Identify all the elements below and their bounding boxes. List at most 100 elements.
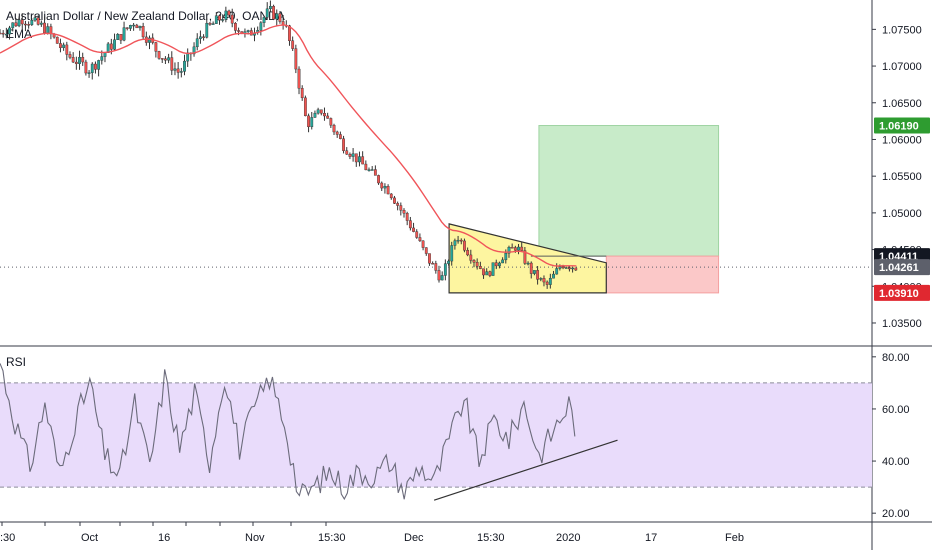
candle bbox=[555, 268, 559, 275]
candle bbox=[548, 277, 552, 285]
rsi-tick-label: 40.00 bbox=[882, 456, 910, 468]
candle bbox=[74, 61, 78, 64]
candle bbox=[513, 247, 517, 251]
candle bbox=[262, 17, 266, 23]
time-tick-label: Oct bbox=[81, 532, 98, 544]
candle bbox=[466, 250, 470, 256]
candle bbox=[373, 169, 377, 176]
current-price-badge-bg bbox=[874, 259, 930, 276]
candle bbox=[316, 109, 320, 114]
candle bbox=[272, 5, 275, 20]
candle bbox=[39, 22, 43, 25]
candle bbox=[62, 44, 66, 48]
candle bbox=[402, 210, 406, 214]
candle bbox=[517, 246, 520, 251]
candle bbox=[475, 262, 479, 267]
time-tick-label: 15:30 bbox=[318, 532, 346, 544]
candle bbox=[103, 52, 107, 57]
candle bbox=[33, 17, 37, 21]
candle bbox=[370, 169, 374, 171]
rsi-line bbox=[0, 363, 576, 501]
candle bbox=[65, 44, 69, 55]
candle bbox=[421, 240, 425, 248]
candle bbox=[536, 270, 540, 280]
candle bbox=[552, 273, 555, 279]
candle bbox=[122, 27, 126, 41]
candle bbox=[507, 247, 511, 254]
candle bbox=[55, 36, 59, 44]
candle bbox=[46, 26, 50, 34]
candle bbox=[36, 17, 40, 25]
time-tick-label: 17 bbox=[645, 532, 657, 544]
candle bbox=[81, 57, 85, 63]
candle bbox=[326, 115, 330, 119]
candle bbox=[478, 266, 482, 269]
candle bbox=[179, 71, 183, 73]
candle bbox=[526, 262, 530, 265]
rsi-trendline[interactable] bbox=[433, 439, 618, 501]
candle bbox=[49, 26, 53, 35]
candle bbox=[504, 252, 508, 261]
candle bbox=[418, 237, 422, 242]
candle bbox=[494, 262, 498, 267]
candle bbox=[323, 113, 326, 117]
candle bbox=[443, 263, 447, 276]
candle bbox=[71, 57, 75, 63]
stop-zone[interactable] bbox=[605, 255, 720, 294]
candle bbox=[463, 240, 466, 251]
price-tick-label: 1.06000 bbox=[882, 134, 922, 146]
candle bbox=[119, 34, 123, 41]
candle bbox=[529, 262, 533, 274]
candle bbox=[434, 263, 438, 271]
rsi-indicator-label[interactable]: RSI bbox=[6, 355, 27, 369]
candle bbox=[571, 267, 575, 270]
time-tick-label: Feb bbox=[725, 532, 744, 544]
candle bbox=[456, 239, 460, 242]
candle bbox=[224, 10, 228, 20]
candle bbox=[377, 175, 380, 184]
candle bbox=[8, 27, 11, 35]
candle bbox=[24, 23, 27, 26]
candle bbox=[20, 19, 24, 25]
time-tick-label: :30 bbox=[0, 532, 15, 544]
candle bbox=[307, 115, 310, 128]
target-price-badge: 1.06190 bbox=[879, 121, 919, 133]
target-zone[interactable] bbox=[538, 125, 720, 257]
candle bbox=[405, 213, 409, 221]
candle bbox=[568, 267, 571, 270]
time-tick-label: Nov bbox=[245, 532, 265, 544]
candle bbox=[335, 131, 339, 135]
candle bbox=[4, 33, 8, 36]
candle bbox=[148, 37, 151, 43]
descending-triangle[interactable] bbox=[448, 223, 607, 294]
candle bbox=[482, 268, 485, 276]
candle bbox=[14, 22, 18, 27]
candle bbox=[100, 56, 104, 61]
candle bbox=[84, 61, 88, 74]
candle bbox=[230, 14, 234, 24]
candle bbox=[116, 34, 120, 40]
candle bbox=[545, 281, 549, 285]
candle bbox=[199, 36, 202, 39]
rsi-tick-label: 60.00 bbox=[882, 404, 910, 416]
price-tick-label: 1.07000 bbox=[882, 61, 922, 73]
candle bbox=[237, 30, 240, 32]
target-price-badge-bg bbox=[874, 117, 930, 134]
candle bbox=[542, 278, 546, 283]
candle bbox=[380, 182, 384, 189]
candle bbox=[428, 253, 431, 264]
candle bbox=[214, 15, 218, 24]
candle bbox=[523, 250, 527, 264]
candle bbox=[348, 154, 352, 157]
candle bbox=[205, 22, 209, 38]
price-tick-label: 1.07500 bbox=[882, 24, 922, 36]
candle bbox=[170, 57, 174, 71]
candles bbox=[0, 0, 578, 289]
candle bbox=[68, 54, 72, 58]
candle bbox=[135, 24, 139, 29]
candle bbox=[564, 267, 568, 269]
candle bbox=[176, 68, 180, 73]
candle bbox=[558, 266, 562, 269]
candle bbox=[431, 263, 435, 265]
